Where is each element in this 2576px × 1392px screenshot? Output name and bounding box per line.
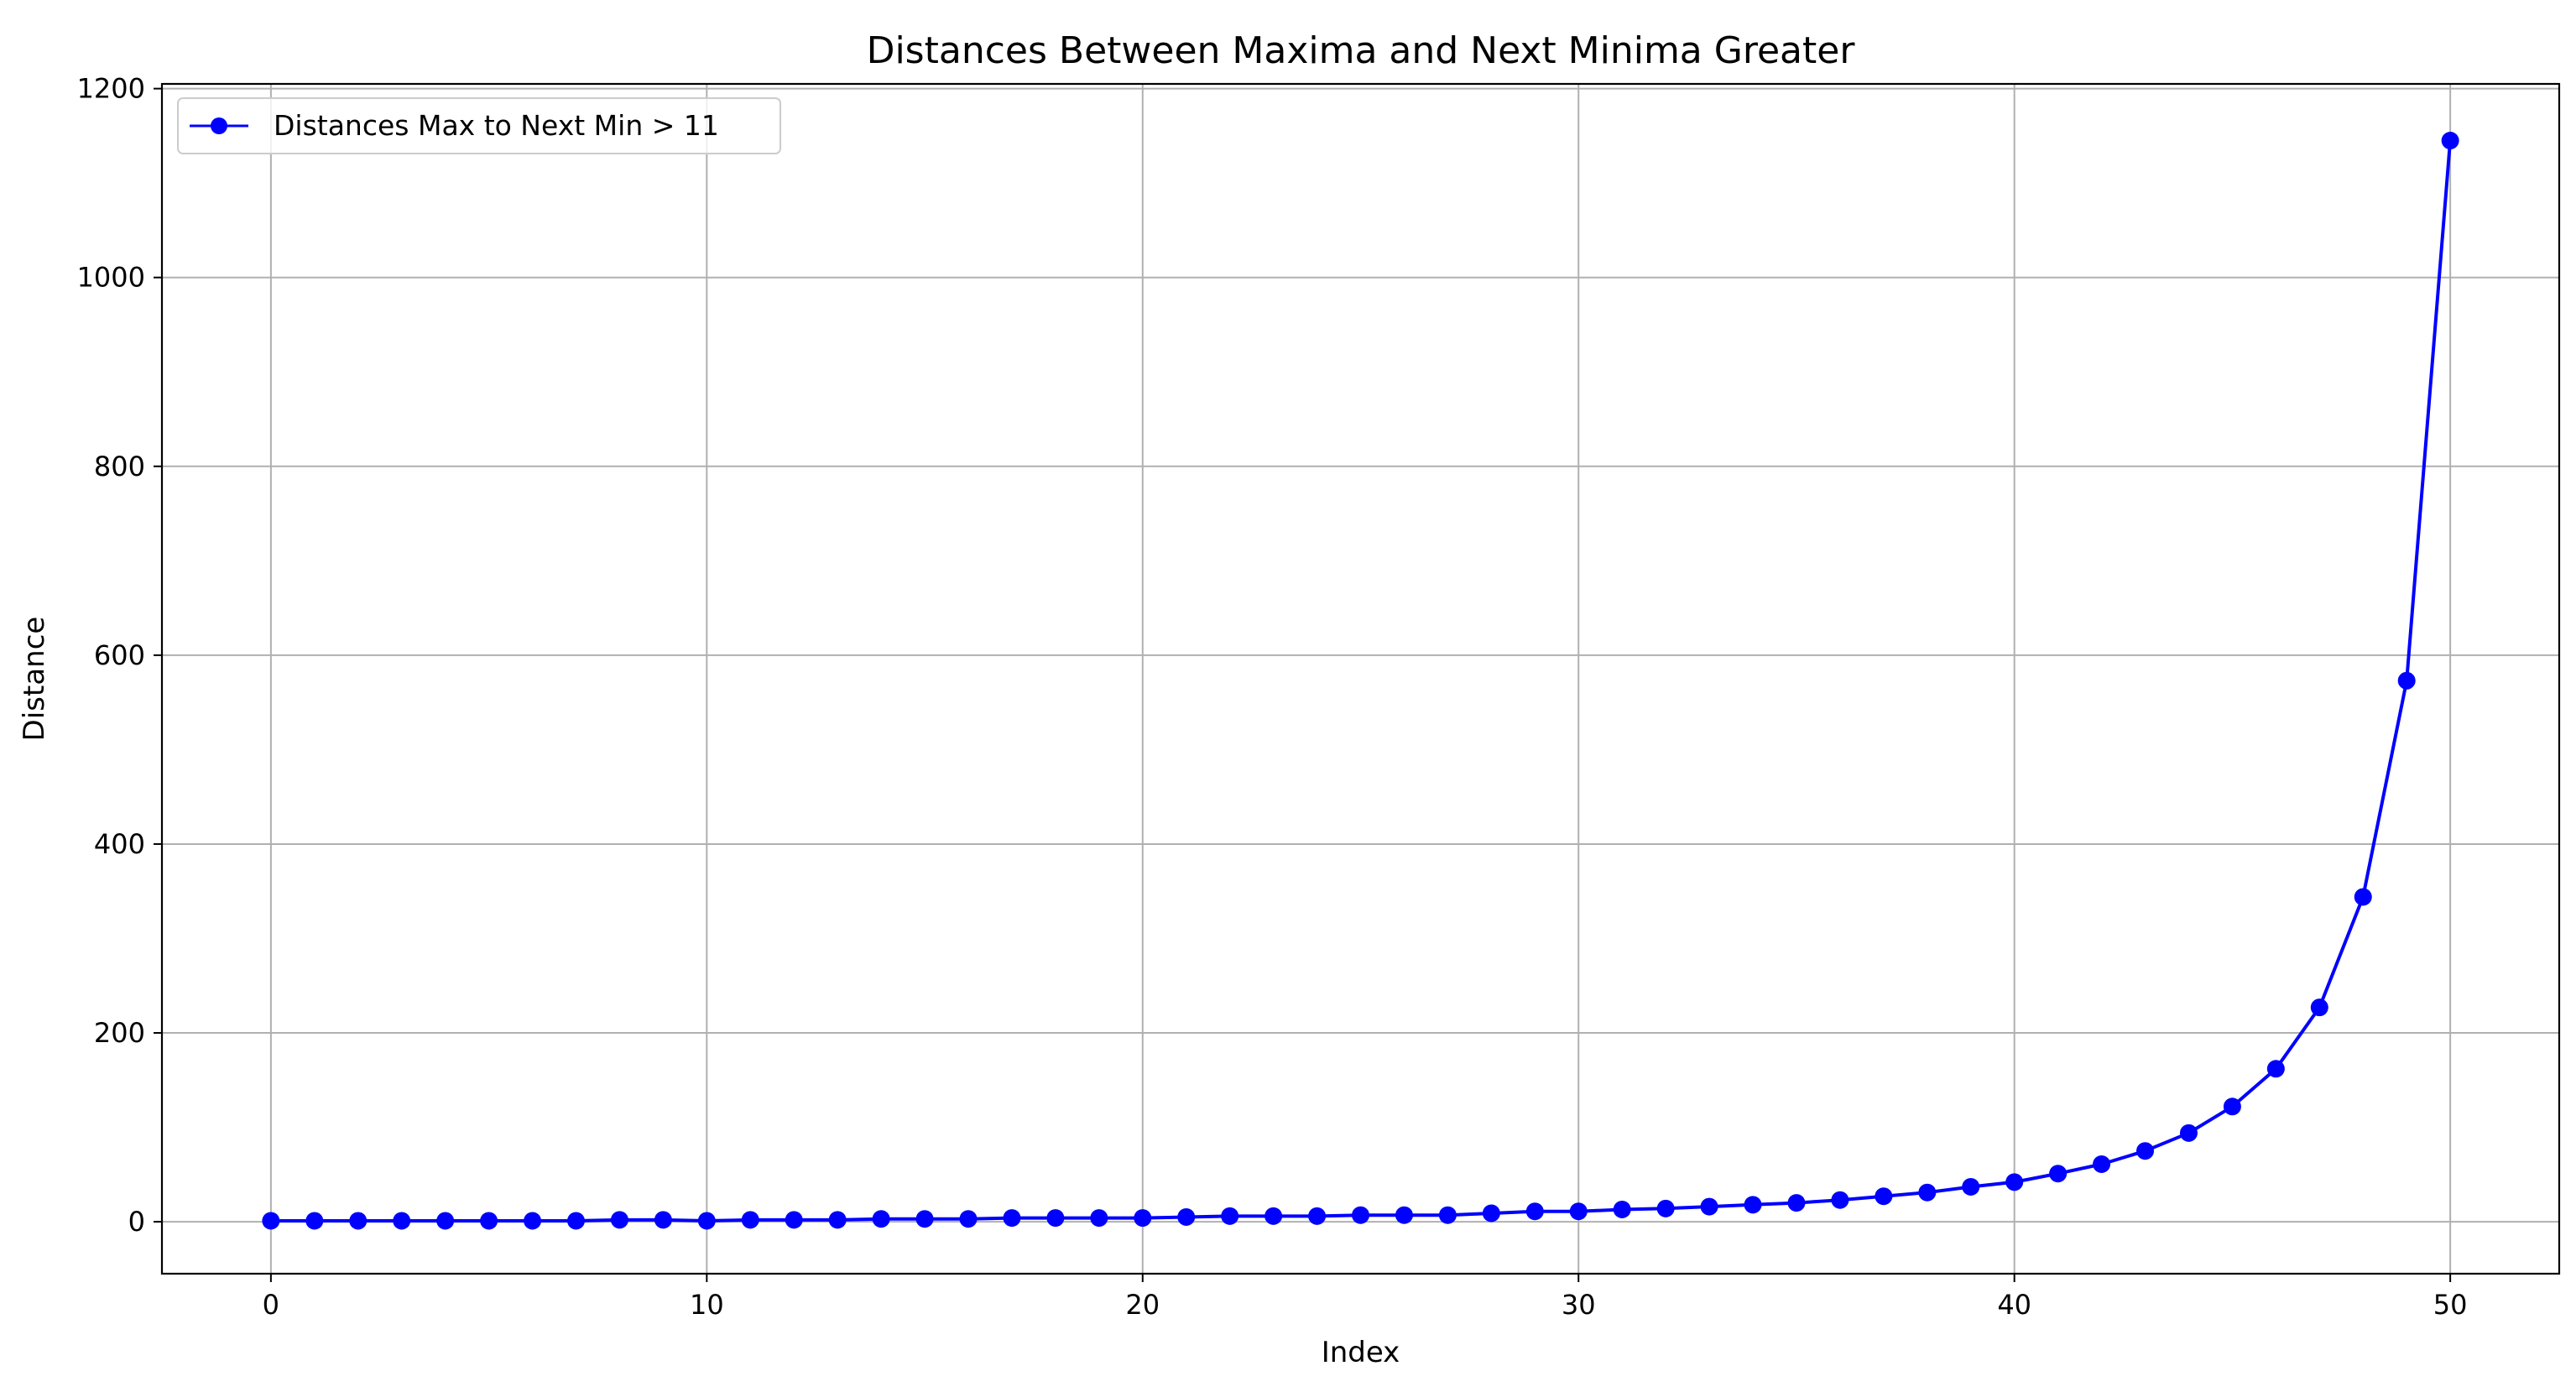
data-point [2310, 998, 2328, 1017]
data-point [2441, 132, 2459, 150]
data-point [262, 1212, 280, 1230]
x-tick-label: 0 [263, 1289, 279, 1321]
data-point [1438, 1206, 1457, 1224]
data-point [828, 1211, 847, 1229]
legend-marker-swatch [211, 117, 227, 134]
data-point [1265, 1207, 1283, 1225]
data-point [1875, 1187, 1893, 1206]
data-point [2136, 1142, 2155, 1160]
data-point [566, 1212, 585, 1230]
y-tick-label: 1000 [77, 262, 145, 294]
data-point [2005, 1173, 2024, 1191]
x-axis-label: Index [1322, 1336, 1400, 1369]
data-point [1046, 1209, 1065, 1228]
data-point [1656, 1199, 1675, 1217]
data-point [1177, 1207, 1196, 1226]
data-point [1395, 1206, 1413, 1224]
data-point [1787, 1194, 1806, 1212]
data-point [741, 1211, 759, 1229]
grid [162, 84, 2559, 1274]
data-point [1352, 1206, 1369, 1224]
series-layer [262, 132, 2459, 1230]
data-point [2049, 1165, 2068, 1183]
y-axis-label: Distance [18, 617, 51, 742]
data-point [1003, 1209, 1021, 1228]
x-tick-label: 10 [690, 1289, 724, 1321]
data-point [524, 1212, 542, 1230]
data-point [2266, 1060, 2285, 1078]
data-point [1308, 1207, 1327, 1225]
axis-ticks: 0 10 20 30 40 50 0 200 400 600 800 1000 1200 [77, 73, 2468, 1321]
x-tick-label: 20 [1125, 1289, 1160, 1321]
data-point [1700, 1197, 1718, 1216]
data-point [872, 1210, 890, 1228]
y-tick-label: 600 [94, 639, 145, 671]
plot-area-frame [160, 82, 2561, 1275]
data-point [1482, 1204, 1500, 1223]
y-tick-label: 200 [94, 1017, 145, 1049]
data-point [785, 1211, 803, 1229]
data-point [1744, 1196, 1762, 1214]
y-tick-label: 1200 [77, 73, 145, 105]
data-point [1090, 1209, 1108, 1228]
data-point [1525, 1202, 1544, 1221]
data-point [1613, 1200, 1631, 1218]
data-point [2397, 671, 2416, 690]
data-point [1962, 1177, 1980, 1196]
chart-title: Distances Between Maxima and Next Minima… [867, 29, 1856, 72]
data-point [2223, 1097, 2241, 1116]
data-point [2354, 888, 2372, 906]
data-point [2093, 1155, 2111, 1173]
data-point [305, 1212, 324, 1230]
data-point [1831, 1191, 1849, 1209]
x-tick-label: 40 [1997, 1289, 2031, 1321]
data-point [1221, 1207, 1239, 1225]
x-tick-label: 50 [2433, 1289, 2468, 1321]
data-point [1569, 1202, 1588, 1221]
legend-box [177, 97, 781, 154]
legend-entry-label: Distances Max to Next Min > 11 [274, 109, 719, 142]
data-point [654, 1211, 672, 1229]
data-point [1918, 1183, 1937, 1202]
legend: Distances Max to Next Min > 11 [177, 97, 781, 154]
y-tick-label: 400 [94, 828, 145, 860]
data-point [436, 1212, 455, 1230]
data-point [697, 1212, 716, 1230]
data-point [1134, 1209, 1152, 1228]
y-tick-label: 0 [128, 1206, 145, 1238]
y-tick-label: 800 [94, 451, 145, 482]
data-point [393, 1212, 411, 1230]
data-point [2179, 1124, 2198, 1142]
x-tick-label: 30 [1562, 1289, 1596, 1321]
data-point [959, 1210, 978, 1228]
data-point [349, 1212, 368, 1230]
data-point [915, 1210, 934, 1228]
data-point [610, 1211, 628, 1229]
data-point [480, 1212, 498, 1230]
